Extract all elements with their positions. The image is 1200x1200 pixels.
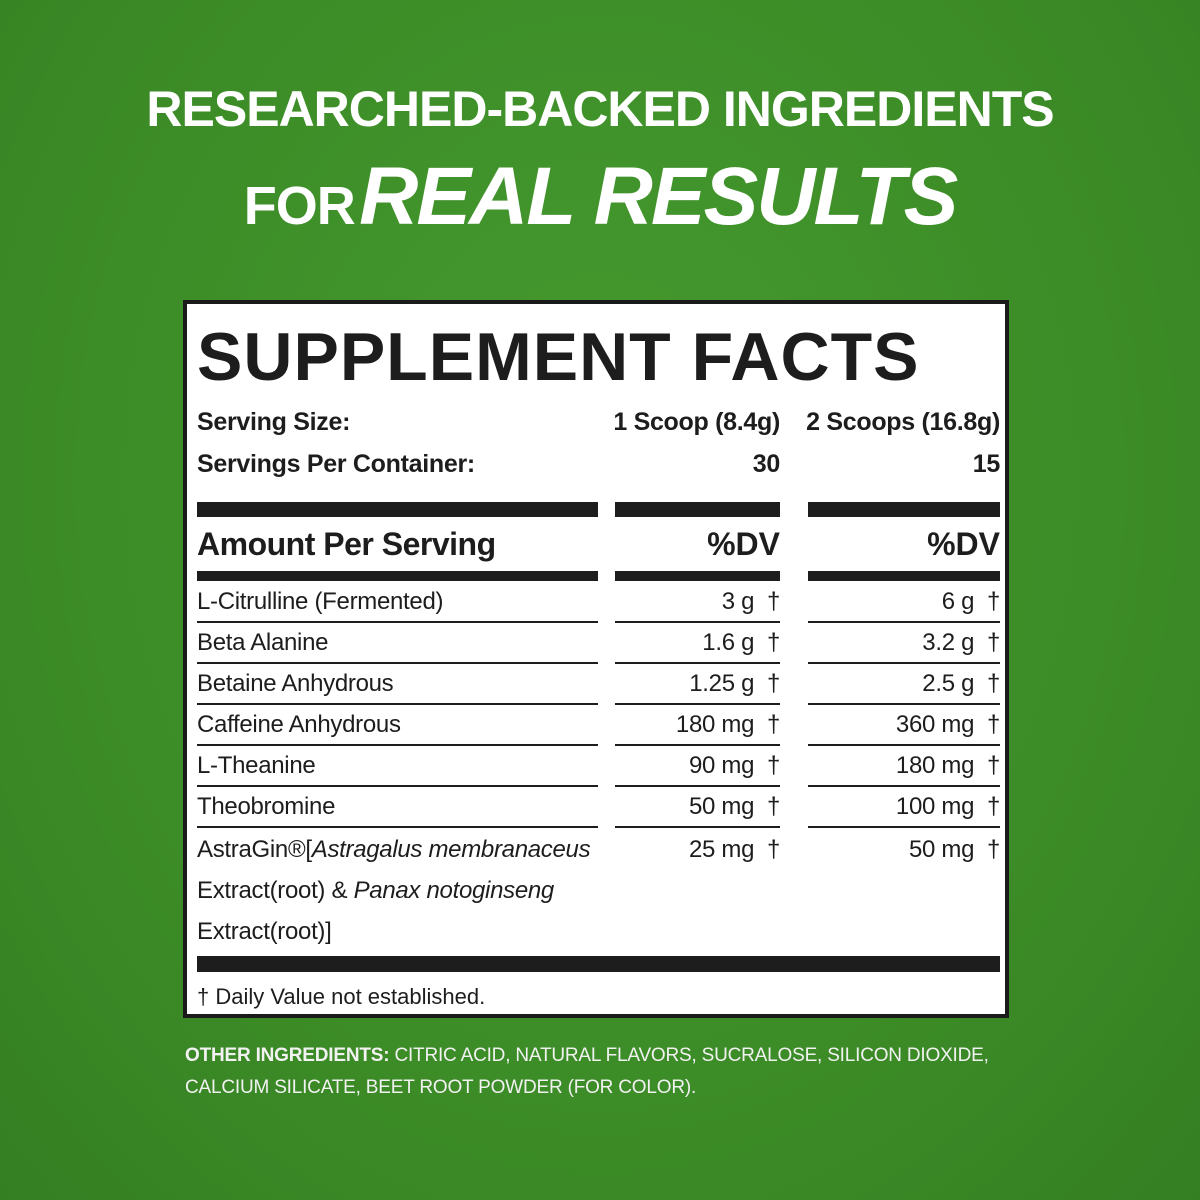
- row-divider: [615, 662, 780, 664]
- divider-bar: [615, 571, 780, 581]
- ingredient-amount-2: 6 g †: [941, 588, 1001, 615]
- row-divider: [197, 826, 598, 828]
- astragin-species-2: Panax notoginseng: [353, 877, 555, 904]
- astragin-bracket: [: [305, 836, 312, 863]
- ingredient-amount-1: 3 g †: [721, 588, 781, 615]
- ingredient-name: Theobromine: [197, 793, 336, 820]
- row-divider: [615, 621, 780, 623]
- ingredient-amount-1: 180 mg †: [675, 711, 780, 738]
- servings-1: 30: [752, 450, 781, 478]
- astragin-line-1: AstraGin®[Astragalus membranaceus: [197, 836, 591, 864]
- row-divider: [615, 744, 780, 746]
- row-divider: [808, 826, 1000, 828]
- divider-bar: [808, 571, 1000, 581]
- headline-prefix: FOR: [243, 176, 356, 236]
- supplement-facts-panel: [183, 300, 1009, 1018]
- row-divider: [808, 703, 1000, 705]
- headline-emphasis: REAL RESULTS: [359, 151, 958, 242]
- serving-size-label: Serving Size:: [197, 408, 351, 436]
- servings-label: Servings Per Container:: [197, 450, 475, 478]
- divider-bar: [808, 502, 1000, 517]
- ingredient-amount-2: 100 mg †: [895, 793, 1000, 820]
- dv-header-1: %DV: [707, 526, 780, 562]
- ingredient-name: Caffeine Anhydrous: [197, 711, 401, 738]
- divider-bar: [197, 956, 1000, 972]
- ingredient-amount-2: 180 mg †: [895, 752, 1000, 779]
- ingredient-amount-2: 2.5 g †: [922, 670, 1000, 697]
- headline-line-1: RESEARCHED-BACKED INGREDIENTS: [146, 81, 1054, 137]
- ingredient-amount-1: 50 mg †: [688, 793, 780, 820]
- row-divider: [808, 785, 1000, 787]
- row-divider: [808, 621, 1000, 623]
- row-divider: [808, 662, 1000, 664]
- astragin-amount-1: 25 mg †: [688, 836, 780, 863]
- row-divider: [615, 826, 780, 828]
- ingredient-amount-1: 1.25 g †: [689, 670, 780, 697]
- serving-size-2: 2 Scoops (16.8g): [806, 408, 1000, 436]
- headline-line-2: FOR REAL RESULTS: [0, 150, 1200, 244]
- row-divider: [197, 703, 598, 705]
- footnote: † Daily Value not established.: [197, 984, 486, 1009]
- ingredient-name: Betaine Anhydrous: [197, 670, 394, 697]
- ingredient-amount-2: 360 mg †: [895, 711, 1000, 738]
- row-divider: [197, 785, 598, 787]
- row-divider: [197, 621, 598, 623]
- ingredient-amount-2: 3.2 g †: [922, 629, 1000, 656]
- astragin-amount-2: 50 mg †: [908, 836, 1000, 863]
- astragin-species-1: Astragalus membranaceus: [311, 836, 591, 863]
- dv-header-2: %DV: [927, 526, 1000, 562]
- astragin-extract: Extract(root) &: [197, 877, 354, 904]
- other-ingredients-label: OTHER INGREDIENTS:: [185, 1045, 390, 1066]
- astragin-line-2: Extract(root) & Panax notoginseng: [197, 877, 554, 905]
- ingredient-name: L-Theanine: [197, 752, 316, 779]
- ingredient-amount-1: 1.6 g †: [702, 629, 780, 656]
- other-ingredients: OTHER INGREDIENTS: CITRIC ACID, NATURAL …: [185, 1040, 1005, 1104]
- ingredient-amount-1: 90 mg †: [688, 752, 780, 779]
- divider-bar: [197, 571, 598, 581]
- serving-size-1: 1 Scoop (8.4g): [613, 408, 780, 436]
- divider-bar: [615, 502, 780, 517]
- row-divider: [197, 744, 598, 746]
- astragin-brand: AstraGin®: [197, 836, 306, 863]
- row-divider: [808, 744, 1000, 746]
- other-ingredients-line-2: CALCIUM SILICATE, BEET ROOT POWDER (FOR …: [185, 1077, 697, 1098]
- other-ingredients-line-1: CITRIC ACID, NATURAL FLAVORS, SUCRALOSE,…: [394, 1045, 989, 1066]
- divider-bar: [197, 502, 598, 517]
- row-divider: [197, 662, 598, 664]
- ingredient-name: L-Citrulline (Fermented): [197, 588, 444, 615]
- servings-2: 15: [972, 450, 1001, 478]
- astragin-line-3: Extract(root)]: [197, 918, 332, 945]
- row-divider: [615, 703, 780, 705]
- facts-title: SUPPLEMENT FACTS: [197, 319, 920, 395]
- ingredient-name: Beta Alanine: [197, 629, 329, 656]
- row-divider: [615, 785, 780, 787]
- amount-header: Amount Per Serving: [197, 526, 496, 562]
